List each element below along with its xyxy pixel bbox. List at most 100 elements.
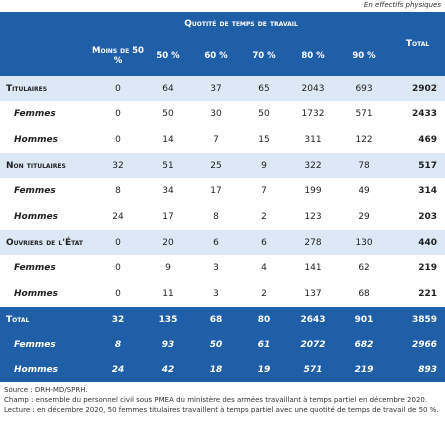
cell: 0 [115,289,121,299]
table-row: Femmes 0 50 30 50 1732 571 2433 [0,101,445,127]
cell: 14 [162,135,174,145]
column-header: 70 % [240,36,288,76]
cell: 8 [115,186,121,196]
column-header: Moins de 50 % [92,36,144,76]
cell: 2643 [288,307,338,332]
cell: 221 [418,289,438,299]
header-row: Moins de 50 % 50 % 60 % 70 % 80 % 90 % [0,36,445,76]
cell: 571 [355,109,373,119]
cell: 517 [390,153,445,178]
cell: 219 [418,263,438,273]
cell: 2072 [288,332,338,357]
cell: 50 [162,109,174,119]
cell: 68 [358,289,370,299]
cell: 20 [144,230,192,255]
table-row: Femmes 0 9 3 4 141 62 219 [0,255,445,281]
table-row: Total 32 135 68 80 2643 901 3859 [0,307,445,332]
cell: 18 [192,357,240,382]
cell: 15 [258,135,270,145]
table: Quotité de temps de travail Total Moins … [0,12,445,382]
row-label: Titulaires [0,76,92,101]
note: En effectifs physiques [363,1,441,9]
cell: 80 [240,307,288,332]
cell: 130 [338,230,391,255]
cell: 141 [304,263,322,273]
cell: 1732 [301,109,325,119]
cell: 3859 [390,307,445,332]
cell: 3 [213,263,219,273]
table-row: Hommes 0 11 3 2 137 68 221 [0,281,445,307]
header-empty [0,12,92,76]
cell: 3 [213,289,219,299]
row-label: Hommes [14,212,58,222]
cell: 219 [338,357,391,382]
cell: 2902 [390,76,445,101]
cell: 7 [261,186,267,196]
column-header: 50 % [144,36,192,76]
cell: 0 [115,109,121,119]
column-header: 60 % [192,36,240,76]
cell: 51 [144,153,192,178]
cell: 37 [192,76,240,101]
cell: 901 [338,307,391,332]
row-label: Femmes [14,186,56,196]
cell: 2433 [412,109,438,119]
cell: 322 [288,153,338,178]
cell: 2 [261,212,267,222]
row-label: Femmes [0,332,92,357]
column-header: 80 % [288,36,338,76]
row-label: Hommes [14,289,58,299]
cell: 50 [258,109,270,119]
cell: 7 [213,135,219,145]
cell: 78 [338,153,391,178]
cell: 135 [144,307,192,332]
cell: 693 [338,76,391,101]
cell: 11 [162,289,174,299]
row-label: Non titulaires [0,153,92,178]
cell: 123 [304,212,322,222]
table-row: Hommes 24 42 18 19 571 219 893 [0,357,445,382]
cell: 50 [192,332,240,357]
cell: 2043 [288,76,338,101]
cell: 32 [92,153,144,178]
footer-line: Lecture : en décembre 2020, 50 femmes ti… [4,406,439,414]
cell: 571 [288,357,338,382]
cell: 6 [240,230,288,255]
row-label: Ouvriers de l'État [0,230,92,255]
cell: 2966 [390,332,445,357]
column-header: 90 % [338,36,391,76]
cell: 278 [288,230,338,255]
cell: 6 [192,230,240,255]
table-row: Femmes 8 34 17 7 199 49 314 [0,178,445,204]
header-group: Quotité de temps de travail [92,12,391,36]
cell: 30 [210,109,222,119]
cell: 2 [261,289,267,299]
header-row: Quotité de temps de travail Total [0,12,445,76]
cell: 8 [213,212,219,222]
cell: 0 [92,230,144,255]
cell: 122 [355,135,373,145]
cell: 25 [192,153,240,178]
table-row: Femmes 8 93 50 61 2072 682 2966 [0,332,445,357]
cell: 42 [144,357,192,382]
cell: 8 [92,332,144,357]
cell: 24 [92,357,144,382]
cell: 32 [92,307,144,332]
row-label: Total [0,307,92,332]
cell: 61 [240,332,288,357]
cell: 19 [240,357,288,382]
footer-line: Source : DRH-MD/SPRH. [4,386,88,394]
footer: Source : DRH-MD/SPRH. Champ : ensemble du… [0,382,445,415]
cell: 62 [358,263,370,273]
table-row: Hommes 0 14 7 15 311 122 469 [0,127,445,153]
cell: 49 [358,186,370,196]
cell: 68 [192,307,240,332]
table-row: Titulaires 0 64 37 65 2043 693 2902 [0,76,445,101]
table-row: Non titulaires 32 51 25 9 322 78 517 [0,153,445,178]
cell: 137 [304,289,322,299]
cell: 65 [240,76,288,101]
table-body: Quotité de temps de travail Total Moins … [0,12,445,382]
cell: 29 [358,212,370,222]
row-label: Femmes [14,109,56,119]
cell: 440 [390,230,445,255]
